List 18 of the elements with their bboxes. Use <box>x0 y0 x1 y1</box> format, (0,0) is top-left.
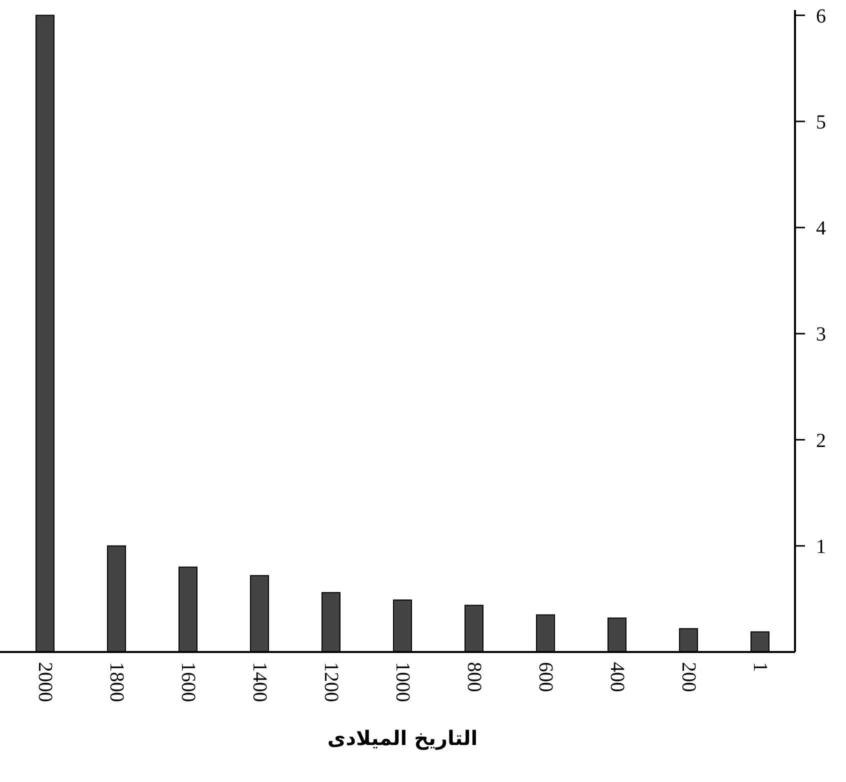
x-tick-label: 200 <box>678 662 700 692</box>
x-tick-label: 2000 <box>34 662 56 702</box>
y-tick-label: 2 <box>816 430 826 452</box>
x-tick-label: 400 <box>606 662 628 692</box>
y-tick-label: 3 <box>816 324 826 346</box>
y-tick-label: 6 <box>816 5 826 28</box>
x-tick-label: 1 <box>749 662 771 672</box>
y-tick-label: 4 <box>816 218 826 240</box>
x-tick-label: 1800 <box>106 662 128 702</box>
y-tick-label: 1 <box>816 536 826 558</box>
x-tick-label: 1600 <box>177 662 199 702</box>
y-tick-label: 5 <box>816 111 826 134</box>
x-tick-label: 600 <box>534 662 556 692</box>
x-tick-label: 1000 <box>392 662 414 702</box>
x-tick-label: 800 <box>463 662 485 692</box>
x-axis-title: التاريخ الميلادى <box>327 726 478 750</box>
x-tick-label: 1400 <box>248 662 270 702</box>
x-tick-label: 1200 <box>320 662 342 702</box>
